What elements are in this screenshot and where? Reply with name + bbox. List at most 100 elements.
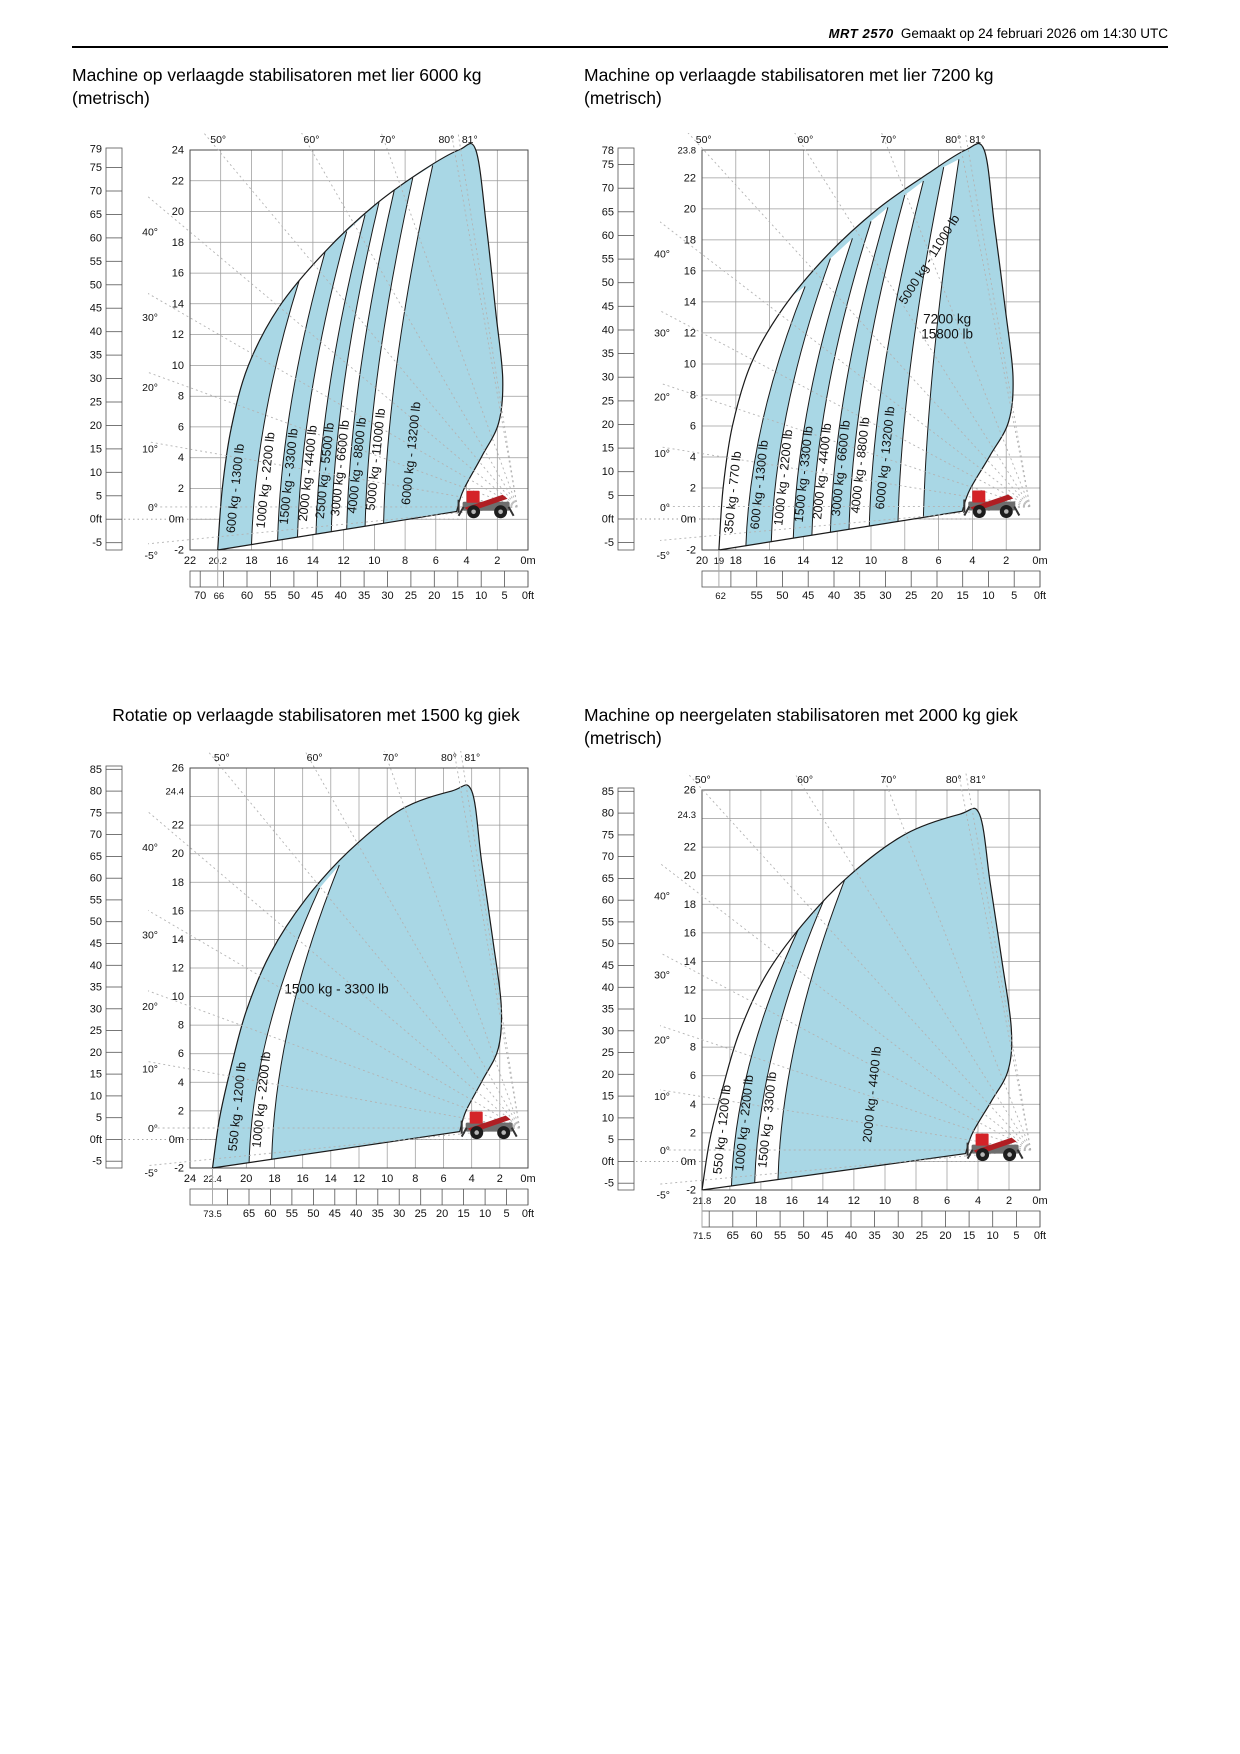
svg-text:10: 10 (684, 359, 696, 371)
chart-panel-1: Machine op verlaagde stabilisatoren met … (72, 64, 560, 612)
svg-text:30: 30 (90, 373, 102, 385)
svg-text:24: 24 (172, 145, 184, 157)
svg-text:2: 2 (178, 1106, 184, 1118)
svg-text:40: 40 (845, 1230, 857, 1242)
svg-text:22: 22 (172, 820, 184, 832)
svg-text:0m: 0m (169, 514, 184, 526)
svg-text:14: 14 (684, 297, 696, 309)
top-angle-labels: 50° 60° 70° 80° 81° (695, 774, 986, 786)
svg-text:10: 10 (684, 1013, 696, 1025)
svg-text:18: 18 (268, 1173, 280, 1185)
load-envelope (212, 785, 502, 1169)
machine-icon (457, 490, 515, 519)
svg-text:0°: 0° (148, 1123, 158, 1135)
svg-text:18: 18 (684, 899, 696, 911)
svg-text:16: 16 (763, 555, 775, 567)
svg-text:10°: 10° (654, 448, 670, 460)
svg-text:2: 2 (1003, 555, 1009, 567)
svg-text:40: 40 (350, 1208, 362, 1220)
svg-text:50: 50 (602, 939, 614, 951)
svg-text:45: 45 (802, 590, 814, 602)
svg-text:45: 45 (311, 590, 323, 602)
svg-text:0m: 0m (169, 1134, 184, 1146)
svg-text:60: 60 (241, 590, 253, 602)
svg-text:10: 10 (987, 1230, 999, 1242)
svg-text:24: 24 (184, 1173, 196, 1185)
svg-text:15: 15 (90, 1069, 102, 1081)
svg-text:10: 10 (172, 991, 184, 1003)
svg-text:75: 75 (602, 159, 614, 171)
machine-icon (966, 1133, 1024, 1162)
load-chart-1500kg-boom-rotation: 50° 60° 70° 80° 81°40°30°20°10°0°-5°85807570… (90, 751, 536, 1220)
svg-text:10: 10 (172, 360, 184, 372)
chart-title-4: Machine op neergelaten stabilisatoren me… (584, 705, 1018, 749)
svg-text:73.5: 73.5 (203, 1209, 222, 1220)
svg-text:15: 15 (957, 590, 969, 602)
svg-text:78: 78 (602, 145, 614, 157)
svg-text:45: 45 (329, 1208, 341, 1220)
svg-text:-5°: -5° (144, 1168, 158, 1180)
svg-text:5: 5 (608, 1135, 614, 1147)
svg-text:25: 25 (90, 397, 102, 409)
svg-text:6: 6 (944, 1195, 950, 1207)
svg-text:0m: 0m (1032, 555, 1047, 567)
svg-text:55: 55 (90, 256, 102, 268)
white-bands (702, 880, 845, 1191)
svg-text:16: 16 (297, 1173, 309, 1185)
generated-timestamp: Gemaakt op 24 februari 2026 om 14:30 UTC (900, 26, 1168, 41)
svg-text:6: 6 (936, 555, 942, 567)
svg-text:50: 50 (602, 277, 614, 289)
svg-text:5: 5 (96, 1112, 102, 1124)
angle-rays (148, 133, 518, 545)
svg-text:40°: 40° (654, 249, 670, 261)
svg-text:65: 65 (727, 1230, 739, 1242)
svg-text:2: 2 (497, 1173, 503, 1185)
svg-text:60: 60 (90, 873, 102, 885)
svg-text:8: 8 (902, 555, 908, 567)
svg-text:50°: 50° (696, 134, 712, 146)
svg-text:0ft: 0ft (1034, 1230, 1046, 1242)
zone-boundaries (248, 865, 340, 1163)
chart-panel-2: Machine op verlaagde stabilisatoren met … (584, 64, 1072, 612)
header-divider (72, 46, 1168, 48)
svg-text:0ft: 0ft (90, 514, 102, 526)
svg-text:10°: 10° (142, 1064, 158, 1076)
svg-text:30: 30 (381, 590, 393, 602)
svg-text:35: 35 (602, 1004, 614, 1016)
left-ft-labels: 85 80 75 70 65 60 55 50 45 40 35 30 25 20 15 10 5 0ft -5 (602, 786, 614, 1190)
svg-text:5: 5 (502, 590, 508, 602)
svg-text:18: 18 (684, 235, 696, 247)
bottom-ft-ruler (701, 570, 1041, 588)
svg-text:16: 16 (172, 906, 184, 918)
left-m-labels: 24 22 20 18 16 14 12 10 8 6 4 2 0m -2 (169, 145, 184, 557)
svg-text:6: 6 (433, 555, 439, 567)
left-angle-labels: 40° 30° 20° 10° 0° -5° (654, 891, 670, 1202)
svg-text:6: 6 (690, 1071, 696, 1083)
svg-text:0ft: 0ft (90, 1134, 102, 1146)
svg-text:25: 25 (405, 590, 417, 602)
svg-text:10: 10 (602, 1113, 614, 1125)
svg-text:55: 55 (264, 590, 276, 602)
svg-text:18: 18 (755, 1195, 767, 1207)
svg-text:10: 10 (90, 467, 102, 479)
svg-text:12: 12 (848, 1195, 860, 1207)
svg-text:20: 20 (428, 590, 440, 602)
svg-text:85: 85 (602, 786, 614, 798)
svg-text:5: 5 (608, 490, 614, 502)
svg-text:20: 20 (90, 420, 102, 432)
svg-text:80°: 80° (945, 134, 961, 146)
svg-text:60°: 60° (307, 752, 323, 764)
svg-text:22: 22 (684, 842, 696, 854)
svg-text:4: 4 (178, 1077, 184, 1089)
chart-panel-3: Rotatie op verlaagde stabilisatoren met … (72, 704, 560, 1230)
svg-text:30°: 30° (654, 328, 670, 340)
svg-text:25: 25 (90, 1025, 102, 1037)
svg-text:20: 20 (931, 590, 943, 602)
svg-text:60: 60 (264, 1208, 276, 1220)
svg-text:8: 8 (178, 1020, 184, 1032)
top-angle-labels: 50° 60° 70° 80° 81° (214, 752, 480, 764)
svg-text:25: 25 (916, 1230, 928, 1242)
svg-text:8: 8 (690, 1042, 696, 1054)
svg-text:15: 15 (90, 444, 102, 456)
svg-text:24.4: 24.4 (166, 787, 185, 798)
